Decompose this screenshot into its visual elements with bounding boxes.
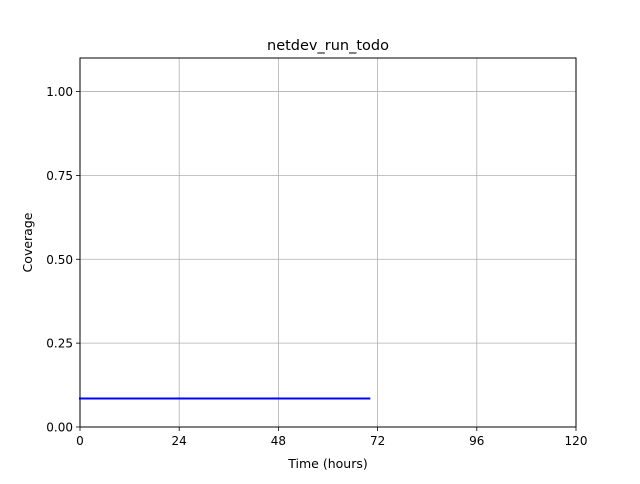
plot-frame (79, 57, 577, 428)
y-tick-label: 0.50 (46, 253, 73, 267)
x-tick-label: 72 (370, 434, 385, 448)
x-tick-label: 48 (271, 434, 286, 448)
x-axis-ticks: 0 24 48 72 96 120 (76, 427, 587, 448)
y-tick-label: 0.00 (46, 421, 73, 435)
y-axis-label: Coverage (20, 212, 35, 272)
x-axis-label: Time (hours) (287, 456, 367, 471)
chart-title: netdev_run_todo (267, 38, 389, 54)
y-tick-label: 0.75 (46, 169, 73, 183)
x-tick-label: 24 (172, 434, 187, 448)
y-axis-ticks: 0.00 0.25 0.50 0.75 1.00 (46, 85, 80, 435)
x-tick-label: 120 (565, 434, 588, 448)
x-tick-label: 96 (469, 434, 484, 448)
y-tick-label: 0.25 (46, 337, 73, 351)
x-tick-label: 0 (76, 434, 84, 448)
y-tick-label: 1.00 (46, 85, 73, 99)
